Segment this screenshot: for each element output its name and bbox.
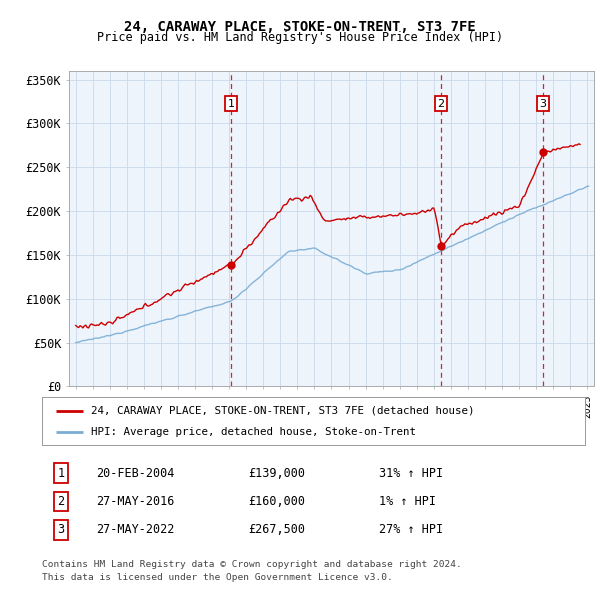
Text: 2: 2 [58,495,65,508]
Text: 20-FEB-2004: 20-FEB-2004 [97,467,175,480]
Text: £139,000: £139,000 [248,467,305,480]
Text: 1% ↑ HPI: 1% ↑ HPI [379,495,436,508]
Text: 3: 3 [58,523,65,536]
Text: 27% ↑ HPI: 27% ↑ HPI [379,523,443,536]
Text: 27-MAY-2022: 27-MAY-2022 [97,523,175,536]
Text: 31% ↑ HPI: 31% ↑ HPI [379,467,443,480]
Text: 1: 1 [228,99,235,109]
Text: 27-MAY-2016: 27-MAY-2016 [97,495,175,508]
Text: 3: 3 [539,99,547,109]
Text: £267,500: £267,500 [248,523,305,536]
Text: 24, CARAWAY PLACE, STOKE-ON-TRENT, ST3 7FE (detached house): 24, CARAWAY PLACE, STOKE-ON-TRENT, ST3 7… [91,405,475,415]
Text: 24, CARAWAY PLACE, STOKE-ON-TRENT, ST3 7FE: 24, CARAWAY PLACE, STOKE-ON-TRENT, ST3 7… [124,20,476,34]
Text: 1: 1 [58,467,65,480]
Text: HPI: Average price, detached house, Stoke-on-Trent: HPI: Average price, detached house, Stok… [91,427,416,437]
Text: Contains HM Land Registry data © Crown copyright and database right 2024.: Contains HM Land Registry data © Crown c… [42,560,462,569]
Text: 2: 2 [437,99,445,109]
Text: This data is licensed under the Open Government Licence v3.0.: This data is licensed under the Open Gov… [42,572,393,582]
Text: £160,000: £160,000 [248,495,305,508]
Text: Price paid vs. HM Land Registry's House Price Index (HPI): Price paid vs. HM Land Registry's House … [97,31,503,44]
